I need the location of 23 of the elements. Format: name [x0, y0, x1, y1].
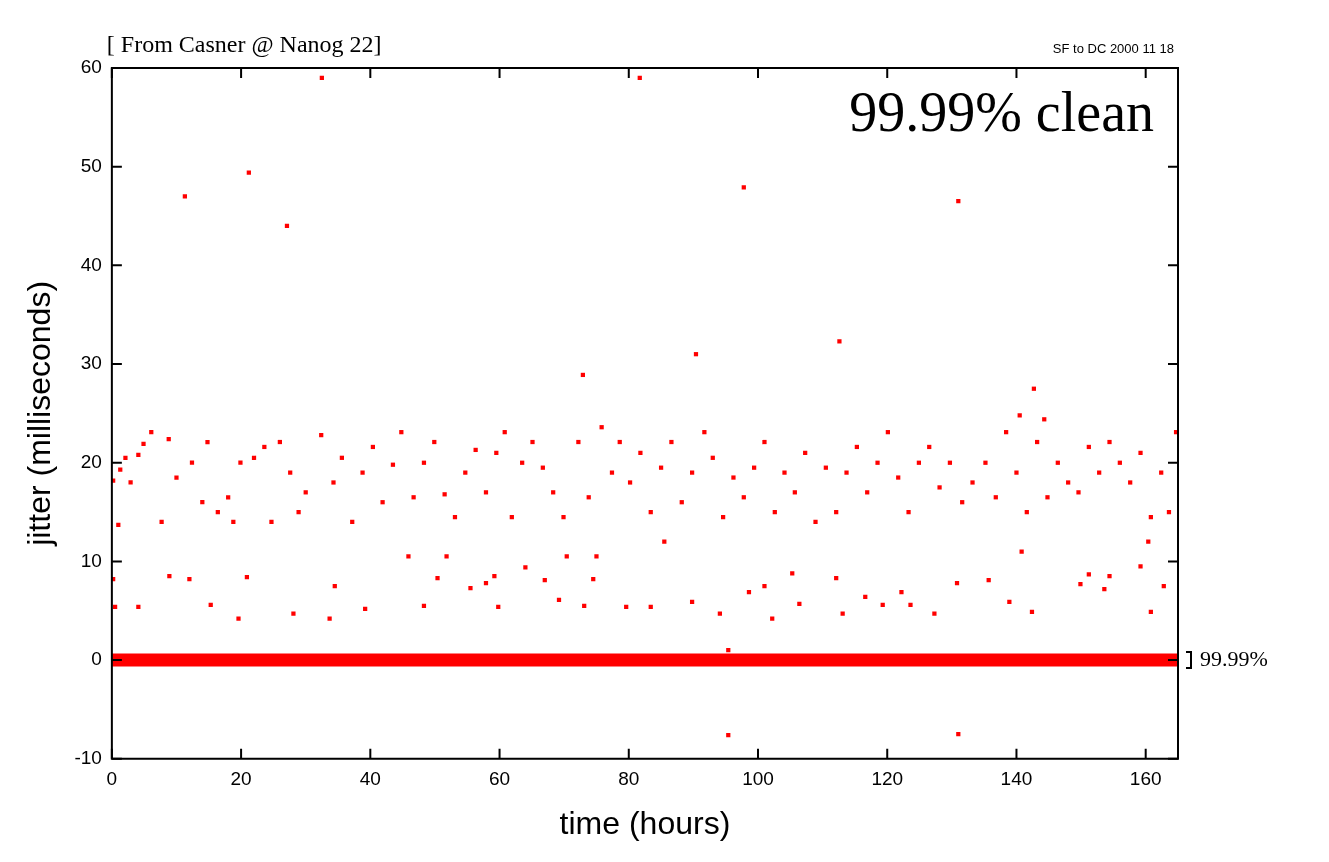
y-tick-label: 50 — [80, 154, 102, 176]
annotation: 99.99% — [1200, 645, 1268, 671]
x-axis-title: time (hours) — [559, 804, 731, 841]
y-tick-label: 10 — [80, 549, 102, 571]
chart-title: [ From Casner @ Nanog 22] — [106, 31, 382, 58]
y-tick-label: 20 — [80, 450, 102, 472]
annotation: 99.99% clean — [849, 80, 1154, 143]
y-tick-label: 60 — [80, 56, 102, 78]
x-tick-label: 40 — [359, 768, 381, 790]
y-tick-label: -10 — [74, 747, 102, 769]
x-tick-label: 20 — [230, 768, 252, 790]
x-tick-label: 160 — [1129, 768, 1162, 790]
x-tick-label: 100 — [742, 768, 774, 790]
y-tick-label: 40 — [80, 253, 102, 275]
x-tick-label: 80 — [618, 768, 640, 790]
x-tick-label: 0 — [106, 768, 118, 790]
chart-subtitle: SF to DC 2000 11 18 — [1052, 41, 1174, 57]
y-axis-title: jitter (milliseconds) — [21, 280, 58, 547]
y-tick-label: 0 — [91, 648, 102, 670]
x-tick-label: 140 — [1000, 768, 1033, 790]
x-tick-label: 60 — [488, 768, 511, 790]
x-tick-label: 120 — [871, 768, 904, 790]
y-tick-label: 30 — [80, 352, 102, 374]
